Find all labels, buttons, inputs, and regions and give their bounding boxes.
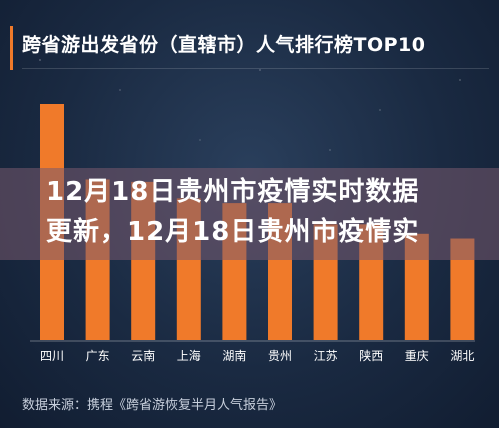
tick-label-上海: 上海 <box>177 348 201 363</box>
tick-label-云南: 云南 <box>131 348 155 363</box>
tick-labels-group: 四川 广东 云南 上海 湖南 贵州 江苏 陕西 重庆 湖北 <box>40 348 474 363</box>
tick-label-湖北: 湖北 <box>450 348 474 363</box>
tick-label-湖南: 湖南 <box>222 348 246 363</box>
tick-label-江苏: 江苏 <box>314 349 338 363</box>
data-source-note: 数据来源：携程《跨省游恢复半月人气报告》 <box>22 398 283 413</box>
title-accent-bar <box>10 26 13 70</box>
headline-line-2: 更新，12月18日贵州市疫情实 <box>46 217 420 247</box>
headline-overlay: 12月18日贵州市疫情实时数据 更新，12月18日贵州市疫情实 <box>46 172 486 252</box>
tick-label-贵州: 贵州 <box>268 349 292 363</box>
chart-title: 跨省游出发省份（直辖市）人气排行榜TOP10 <box>22 34 426 56</box>
tick-label-陕西: 陕西 <box>359 348 383 363</box>
tick-label-四川: 四川 <box>40 349 64 363</box>
tick-label-广东: 广东 <box>86 349 110 363</box>
title-divider <box>22 68 489 69</box>
headline-overlay-band <box>0 168 499 260</box>
headline-line-1: 12月18日贵州市疫情实时数据 <box>46 177 420 207</box>
tick-label-重庆: 重庆 <box>405 349 429 363</box>
